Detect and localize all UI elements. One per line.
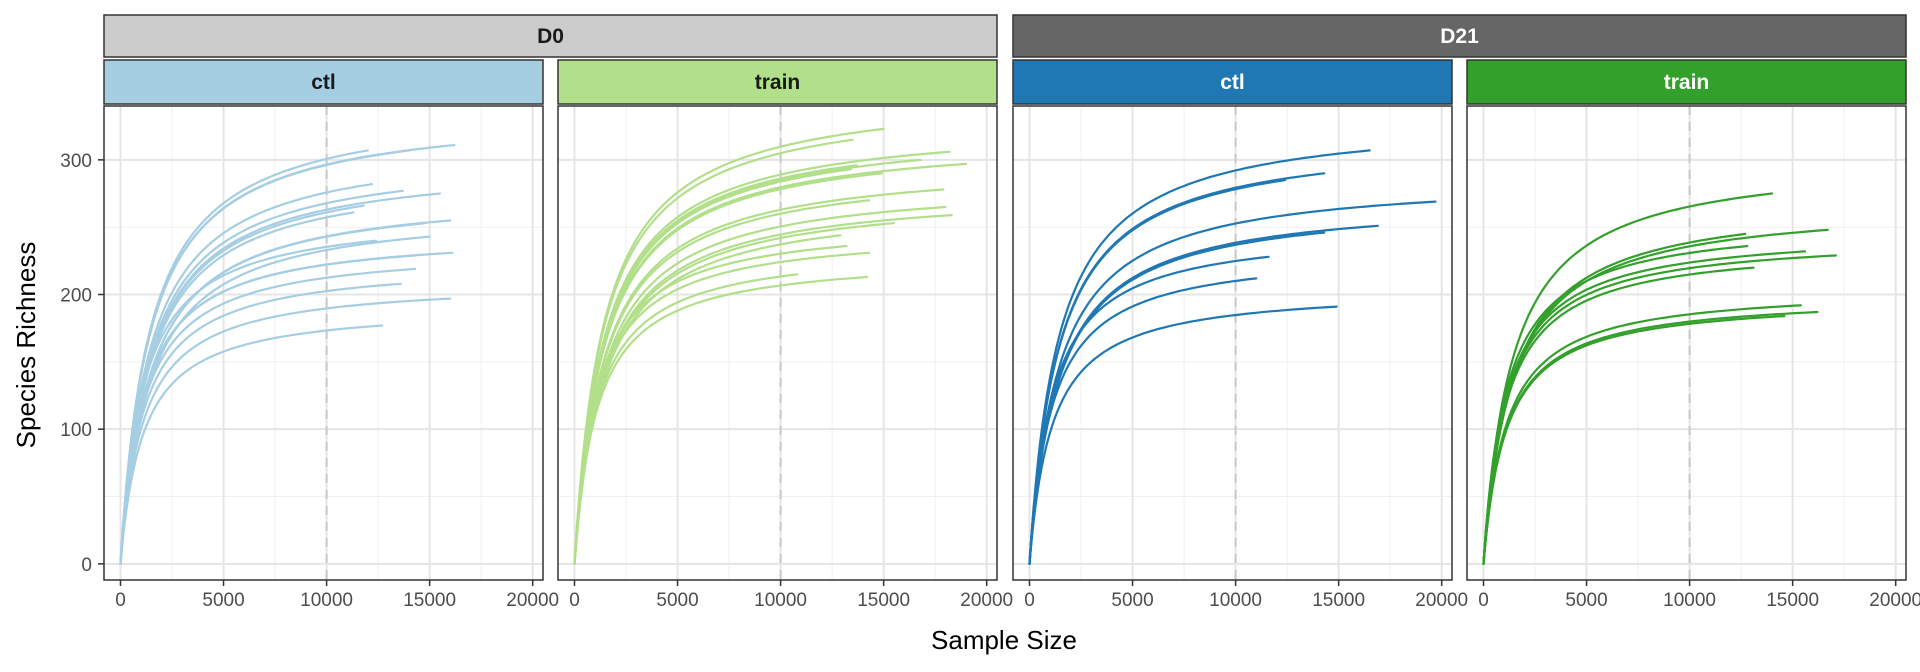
y-tick-label: 100 [60,420,92,441]
x-tick-label: 0 [1024,590,1035,611]
facet-label-d21: D21 [1440,25,1479,48]
facet-label-d0: D0 [537,25,564,48]
panel-d21-ctl-border [1012,105,1453,581]
panel-d21-ctl: ctl 0 5000 10000 15000 20000 [1012,59,1468,611]
y-tick-label: 200 [60,286,92,307]
rarefaction-curve [119,297,452,565]
x-tick-label: 15000 [857,590,910,611]
rarefaction-curve [573,273,799,565]
panel-d21-ctl-strip-label: ctl [1220,71,1245,94]
x-tick-label: 15000 [1312,590,1365,611]
panel-d21-train-border [1466,105,1907,581]
panel-d21-train-strip-label: train [1664,71,1710,94]
y-axis-title: Species Richness [11,242,41,449]
x-tick-label: 20000 [1869,590,1920,611]
x-tick-label: 10000 [754,590,807,611]
x-tick-label: 20000 [1415,590,1468,611]
x-tick-label: 20000 [506,590,559,611]
panel-d21-train-background [1467,106,1906,580]
rarefaction-curve [119,324,384,565]
facet-strip-d21 [1012,14,1907,58]
panel-d0-ctl-border [103,105,544,581]
y-tick-label: 300 [60,151,92,172]
rarefaction-curve [119,282,402,565]
x-tick-label: 5000 [1565,590,1607,611]
rarefaction-curve [1028,277,1258,565]
x-tick-label: 10000 [1209,590,1262,611]
panel-d21-ctl-background [1013,106,1452,580]
panel-d21-train: train 0 5000 10000 15000 20000 [1466,59,1920,611]
rarefaction-curve [1028,305,1338,565]
x-tick-label: 15000 [403,590,456,611]
panel-d0-train-strip-label: train [755,71,801,94]
panel-d0-ctl-strip [103,59,544,105]
panel-d0-train-border [557,105,998,581]
facet-strip-d0 [103,14,998,58]
x-tick-label: 0 [569,590,580,611]
x-tick-label: 5000 [1111,590,1153,611]
x-tick-label: 5000 [202,590,244,611]
x-tick-label: 0 [1478,590,1489,611]
panel-d0-train: train 0 5000 10000 15000 20000 [557,59,1013,611]
x-tick-label: 0 [115,590,126,611]
panel-d0-train-strip [557,59,998,105]
x-tick-label: 15000 [1766,590,1819,611]
panel-d0-ctl: ctl 0 5000 10000 15000 20000 [103,59,559,611]
panel-d0-ctl-background [104,106,543,580]
y-tick-label: 0 [81,555,92,576]
panel-d0-train-background [558,106,997,580]
rarefaction-curve [1028,179,1287,565]
x-tick-label: 5000 [656,590,698,611]
x-axis-title: Sample Size [931,625,1077,655]
x-tick-label: 10000 [1663,590,1716,611]
panel-d21-ctl-strip [1012,59,1453,105]
x-tick-label: 10000 [300,590,353,611]
panel-d0-ctl-strip-label: ctl [311,71,336,94]
rarefaction-curve [1482,315,1786,565]
rarefaction-curve [1482,266,1755,565]
panel-d21-train-strip [1466,59,1907,105]
x-tick-label: 20000 [960,590,1013,611]
